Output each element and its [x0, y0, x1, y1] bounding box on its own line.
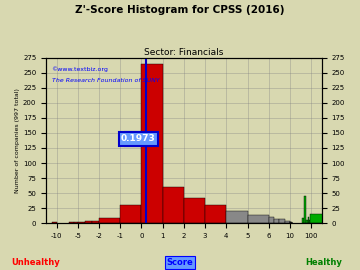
Bar — [274, 219, 279, 223]
Bar — [310, 214, 332, 223]
Bar — [141, 64, 163, 223]
Bar — [85, 221, 92, 223]
Text: The Research Foundation of SUNY: The Research Foundation of SUNY — [51, 78, 159, 83]
Bar — [73, 222, 78, 223]
Bar — [285, 221, 290, 223]
Bar — [52, 222, 57, 223]
Bar — [92, 221, 99, 223]
Bar — [184, 198, 205, 223]
Y-axis label: Number of companies (997 total): Number of companies (997 total) — [15, 88, 20, 193]
Bar — [69, 222, 73, 223]
Title: Sector: Financials: Sector: Financials — [144, 48, 224, 57]
Bar — [248, 215, 269, 223]
Bar — [269, 217, 274, 223]
Bar — [304, 196, 306, 223]
Text: Unhealthy: Unhealthy — [12, 258, 60, 267]
Bar — [78, 222, 85, 223]
Bar — [302, 218, 304, 223]
Text: Score: Score — [167, 258, 193, 267]
Text: Healthy: Healthy — [306, 258, 342, 267]
Bar — [163, 187, 184, 223]
Bar — [120, 205, 141, 223]
Bar — [205, 205, 226, 223]
Bar — [308, 217, 309, 223]
Text: 0.1973: 0.1973 — [121, 134, 156, 143]
Bar — [279, 220, 285, 223]
Text: ©www.textbiz.org: ©www.textbiz.org — [51, 66, 108, 72]
Bar — [226, 211, 248, 223]
Bar — [99, 218, 120, 223]
Text: Z'-Score Histogram for CPSS (2016): Z'-Score Histogram for CPSS (2016) — [75, 5, 285, 15]
Bar — [309, 220, 310, 223]
Bar — [306, 220, 308, 223]
